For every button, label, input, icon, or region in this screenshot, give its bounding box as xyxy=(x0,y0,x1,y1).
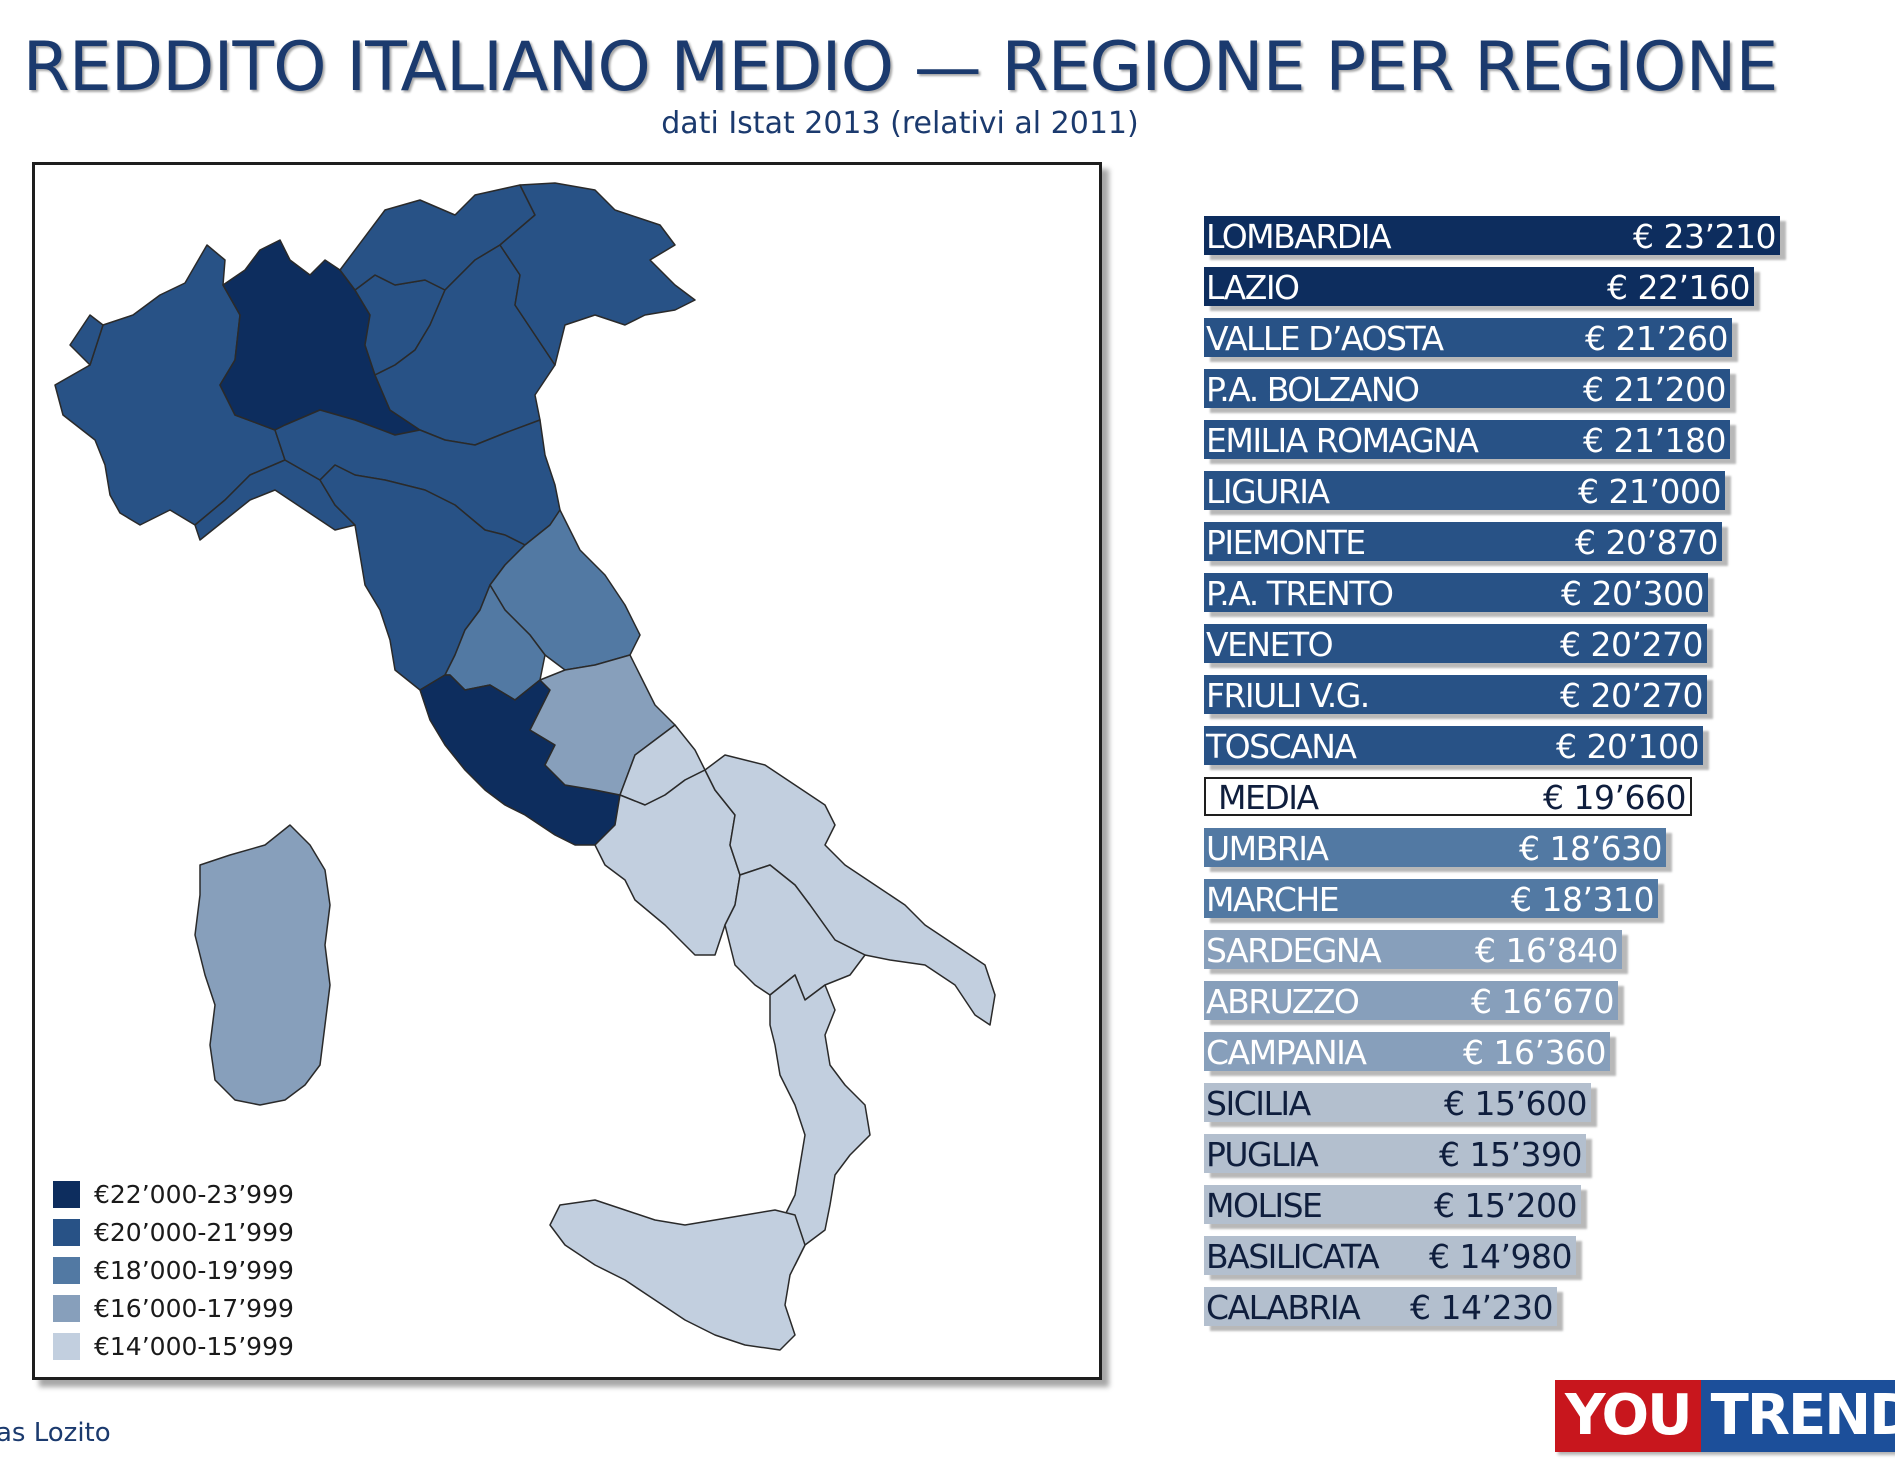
logo-trend: TREND xyxy=(1700,1380,1895,1452)
bar-value: € 15’200 xyxy=(1434,1186,1577,1225)
bar-label: SARDEGNA xyxy=(1206,931,1382,970)
bar-label: P.A. TRENTO xyxy=(1206,574,1394,613)
bar-label: SICILIA xyxy=(1206,1084,1311,1123)
italy-map-svg xyxy=(54,182,996,1351)
bar-toscana: TOSCANA € 20’100 xyxy=(1204,726,1703,766)
region-valle-aosta xyxy=(69,314,104,366)
bar-value: € 20’270 xyxy=(1560,676,1703,715)
bar-label: BASILICATA xyxy=(1206,1237,1380,1276)
legend-swatch xyxy=(53,1180,80,1208)
bar-puglia: PUGLIA € 15’390 xyxy=(1204,1134,1586,1174)
bar-label: LAZIO xyxy=(1206,268,1300,307)
bar-value: € 18’630 xyxy=(1519,829,1662,868)
bar-value: € 14’980 xyxy=(1429,1237,1572,1276)
bar-value: € 21’000 xyxy=(1578,472,1721,511)
legend-item: €14’000-15’999 xyxy=(53,1327,294,1365)
bar-umbria: UMBRIA € 18’630 xyxy=(1204,828,1666,868)
legend-item: €16’000-17’999 xyxy=(53,1289,294,1327)
region-sardegna xyxy=(194,824,331,1106)
bar-label: P.A. BOLZANO xyxy=(1206,370,1420,409)
legend-label: €22’000-23’999 xyxy=(94,1179,294,1209)
bar-valle-d-aosta: VALLE D’AOSTA € 21’260 xyxy=(1204,318,1732,358)
legend-label: €20’000-21’999 xyxy=(94,1217,294,1247)
income-bar-chart: LOMBARDIA € 23’210 LAZIO € 22’160 VALLE D’AO… xyxy=(1204,216,1780,1338)
legend-label: €14’000-15’999 xyxy=(94,1331,294,1361)
bar-value: € 14’230 xyxy=(1410,1288,1553,1327)
legend-item: €22’000-23’999 xyxy=(53,1175,294,1213)
map-legend: €22’000-23’999 €20’000-21’999 €18’000-19… xyxy=(53,1175,294,1365)
bar-value: € 21’200 xyxy=(1583,370,1726,409)
bar-label: CALABRIA xyxy=(1206,1288,1361,1327)
bar-value: € 21’260 xyxy=(1585,319,1728,358)
region-calabria xyxy=(759,974,871,1276)
bar-label: TOSCANA xyxy=(1206,727,1357,766)
legend-label: €16’000-17’999 xyxy=(94,1293,294,1323)
legend-swatch xyxy=(53,1332,80,1360)
bar-value: € 16’670 xyxy=(1471,982,1614,1021)
bar-label: CAMPANIA xyxy=(1206,1033,1367,1072)
bar-label: LIGURIA xyxy=(1206,472,1330,511)
bar-value: € 15’600 xyxy=(1444,1084,1587,1123)
bar-label: LOMBARDIA xyxy=(1206,217,1392,256)
bar-label: UMBRIA xyxy=(1206,829,1329,868)
bar-media: MEDIA € 19’660 xyxy=(1204,777,1692,817)
legend-swatch xyxy=(53,1256,80,1284)
bar-friuli-v-g-: FRIULI V.G. € 20’270 xyxy=(1204,675,1707,715)
region-sicilia xyxy=(549,1199,806,1351)
bar-value: € 20’270 xyxy=(1560,625,1703,664)
bar-label: MARCHE xyxy=(1206,880,1340,919)
bar-lombardia: LOMBARDIA € 23’210 xyxy=(1204,216,1780,256)
legend-item: €18’000-19’999 xyxy=(53,1251,294,1289)
logo-you: YOU xyxy=(1555,1380,1701,1452)
bar-marche: MARCHE € 18’310 xyxy=(1204,879,1658,919)
bar-label: FRIULI V.G. xyxy=(1206,676,1370,715)
region-liguria xyxy=(194,459,356,541)
author-credit: as Lozito xyxy=(0,1418,111,1448)
italy-map: €22’000-23’999 €20’000-21’999 €18’000-19… xyxy=(32,162,1102,1380)
legend-label: €18’000-19’999 xyxy=(94,1255,294,1285)
chart-title: REDDITO ITALIANO MEDIO — REGIONE PER REG… xyxy=(22,28,1779,107)
bar-value: € 16’840 xyxy=(1475,931,1618,970)
bar-label: MOLISE xyxy=(1206,1186,1323,1225)
bar-abruzzo: ABRUZZO € 16’670 xyxy=(1204,981,1618,1021)
legend-item: €20’000-21’999 xyxy=(53,1213,294,1251)
bar-value: € 21’180 xyxy=(1583,421,1726,460)
bar-lazio: LAZIO € 22’160 xyxy=(1204,267,1754,307)
region-friuli xyxy=(499,182,696,366)
bar-p-a-bolzano: P.A. BOLZANO € 21’200 xyxy=(1204,369,1730,409)
bar-piemonte: PIEMONTE € 20’870 xyxy=(1204,522,1722,562)
bar-emilia-romagna: EMILIA ROMAGNA € 21’180 xyxy=(1204,420,1730,460)
legend-swatch xyxy=(53,1294,80,1322)
bar-basilicata: BASILICATA € 14’980 xyxy=(1204,1236,1576,1276)
bar-label: PIEMONTE xyxy=(1206,523,1366,562)
bar-liguria: LIGURIA € 21’000 xyxy=(1204,471,1725,511)
bar-label: VALLE D’AOSTA xyxy=(1206,319,1444,358)
bar-value: € 16’360 xyxy=(1463,1033,1606,1072)
bar-label: ABRUZZO xyxy=(1206,982,1360,1021)
bar-molise: MOLISE € 15’200 xyxy=(1204,1185,1581,1225)
bar-label: EMILIA ROMAGNA xyxy=(1206,421,1479,460)
bar-label: VENETO xyxy=(1206,625,1334,664)
bar-label: PUGLIA xyxy=(1206,1135,1319,1174)
bar-value: € 20’100 xyxy=(1556,727,1699,766)
bar-sardegna: SARDEGNA € 16’840 xyxy=(1204,930,1622,970)
bar-calabria: CALABRIA € 14’230 xyxy=(1204,1287,1557,1327)
bar-label: MEDIA xyxy=(1218,778,1319,817)
youtrend-logo: YOU TREND xyxy=(1555,1380,1895,1452)
bar-value: € 15’390 xyxy=(1439,1135,1582,1174)
chart-subtitle: dati Istat 2013 (relativi al 2011) xyxy=(661,106,1139,141)
bar-value: € 20’300 xyxy=(1561,574,1704,613)
bar-value: € 23’210 xyxy=(1633,217,1776,256)
bar-value: € 18’310 xyxy=(1511,880,1654,919)
bar-value: € 20’870 xyxy=(1575,523,1718,562)
bar-sicilia: SICILIA € 15’600 xyxy=(1204,1083,1591,1123)
bar-campania: CAMPANIA € 16’360 xyxy=(1204,1032,1610,1072)
legend-swatch xyxy=(53,1218,80,1246)
bar-value: € 22’160 xyxy=(1607,268,1750,307)
bar-p-a-trento: P.A. TRENTO € 20’300 xyxy=(1204,573,1708,613)
bar-veneto: VENETO € 20’270 xyxy=(1204,624,1707,664)
bar-value: € 19’660 xyxy=(1543,778,1686,817)
